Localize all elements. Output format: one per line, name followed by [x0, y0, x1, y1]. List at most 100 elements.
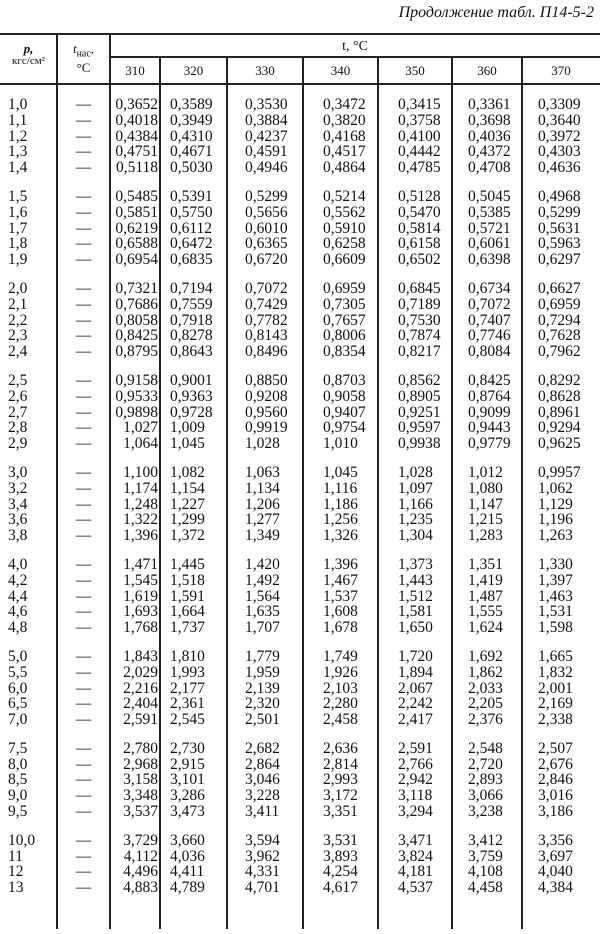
- value-cell: 0,6398: [468, 251, 511, 269]
- value-cell: 1,129: [538, 495, 573, 513]
- tsat-cell: —: [75, 343, 92, 361]
- value-cell: 0,6158: [398, 235, 441, 253]
- value-cell: 0,4372: [468, 143, 511, 161]
- value-cell: 1,810: [170, 647, 205, 665]
- tsat-cell: —: [75, 571, 92, 589]
- value-cell: 1,993: [170, 663, 205, 681]
- table-row: 6,0 — 2,216 2,177 2,139 2,103 2,067 2,033 2,001: [0, 679, 600, 697]
- pressure-cell: 2,6: [8, 387, 28, 405]
- value-cell: 2,682: [245, 739, 280, 757]
- value-cell: 3,471: [398, 831, 433, 849]
- value-cell: 0,9560: [245, 403, 288, 421]
- value-cell: 0,5470: [398, 203, 441, 221]
- value-cell: 3,594: [245, 831, 280, 849]
- value-cell: 1,664: [170, 603, 205, 621]
- value-cell: 2,001: [538, 679, 573, 697]
- value-cell: 0,9779: [468, 435, 511, 453]
- table-row: 1,6 — 0,5851 0,5750 0,5656 0,5562 0,5470 0,5385…: [0, 203, 600, 221]
- value-cell: 4,181: [398, 863, 433, 881]
- pressure-cell: 6,0: [8, 679, 28, 697]
- value-cell: 1,471: [123, 555, 158, 573]
- table-row: 3,8 — 1,396 1,372 1,349 1,326 1,304 1,283 1,263: [0, 528, 600, 544]
- tsat-cell: —: [75, 403, 92, 421]
- value-cell: 1,062: [538, 479, 573, 497]
- value-cell: 0,6835: [170, 251, 213, 269]
- value-cell: 0,8795: [115, 343, 158, 361]
- tsat-cell: —: [75, 755, 92, 773]
- value-cell: 0,6954: [115, 251, 158, 269]
- value-cell: 0,6720: [245, 251, 288, 269]
- tsat-cell: —: [75, 831, 92, 849]
- table-row: 9,0 — 3,348 3,286 3,228 3,172 3,118 3,066 3,016: [0, 788, 600, 804]
- tsat-unit: °C: [76, 59, 91, 75]
- value-cell: 0,9597: [398, 419, 441, 437]
- tsat-cell: —: [75, 279, 92, 297]
- value-cell: 0,8905: [398, 387, 441, 405]
- value-cell: 0,8143: [245, 327, 288, 345]
- value-cell: 2,169: [538, 695, 573, 713]
- tsat-cell: —: [75, 203, 92, 221]
- value-cell: 0,7072: [245, 279, 288, 297]
- tsat-cell: —: [75, 787, 92, 805]
- value-cell: 3,101: [170, 771, 205, 789]
- value-cell: 0,5128: [398, 187, 441, 205]
- value-cell: 4,537: [398, 879, 433, 897]
- tsat-cell: —: [75, 771, 92, 789]
- value-cell: 1,349: [245, 527, 280, 545]
- value-cell: 1,555: [468, 603, 503, 621]
- value-cell: 0,9158: [115, 371, 158, 389]
- value-cell: 0,8703: [323, 371, 366, 389]
- value-cell: 1,445: [170, 555, 205, 573]
- row-group: 3,0 — 1,100 1,082 1,063 1,045 1,028 1,012 0,9957…: [0, 465, 600, 544]
- value-cell: 2,814: [323, 755, 358, 773]
- value-cell: 0,9938: [398, 435, 441, 453]
- value-cell: 0,8354: [323, 343, 366, 361]
- value-cell: 3,824: [398, 847, 433, 865]
- value-cell: 1,283: [468, 527, 503, 545]
- tsat-cell: —: [75, 235, 92, 253]
- value-cell: 0,6297: [538, 251, 581, 269]
- tsat-cell: —: [75, 96, 92, 113]
- value-cell: 1,832: [538, 663, 573, 681]
- pressure-symbol: p,: [23, 41, 34, 56]
- value-cell: 0,7686: [115, 295, 158, 313]
- value-cell: 0,7746: [468, 327, 511, 345]
- row-group: 2,0 — 0,7321 0,7194 0,7072 0,6959 0,6845 0,6734…: [0, 281, 600, 360]
- tsat-cell: —: [75, 327, 92, 345]
- value-cell: 1,330: [538, 555, 573, 573]
- table-row: 1,4 — 0,5118 0,5030 0,4946 0,4864 0,4785 0,4708…: [0, 160, 600, 176]
- value-cell: 0,3415: [398, 96, 441, 113]
- value-cell: 0,4310: [170, 127, 213, 145]
- value-cell: 1,304: [398, 527, 433, 545]
- value-cell: 1,134: [245, 479, 280, 497]
- pressure-cell: 1,4: [8, 159, 28, 177]
- value-cell: 0,5030: [170, 159, 213, 177]
- table-row: 5,5 — 2,029 1,993 1,959 1,926 1,894 1,862 1,832: [0, 663, 600, 681]
- value-cell: 1,215: [468, 511, 503, 529]
- tsat-cell: —: [75, 127, 92, 145]
- value-cell: 2,458: [323, 711, 358, 729]
- table-row: 2,8 — 1,027 1,009 0,9919 0,9754 0,9597 0,9443 0,…: [0, 420, 600, 436]
- value-cell: 0,3652: [115, 96, 158, 113]
- value-cell: 0,7657: [323, 311, 366, 329]
- value-cell: 0,3309: [538, 96, 581, 113]
- tsat-cell: —: [75, 187, 92, 205]
- table-row: 6,5 — 2,404 2,361 2,320 2,280 2,242 2,205 2,169: [0, 696, 600, 712]
- pressure-cell: 3,4: [8, 495, 28, 513]
- value-cell: 0,3884: [245, 111, 288, 129]
- table-row: 1,3 — 0,4751 0,4671 0,4591 0,4517 0,4442 0,4372…: [0, 144, 600, 160]
- value-cell: 0,5385: [468, 203, 511, 221]
- value-cell: 3,238: [468, 803, 503, 821]
- value-cell: 0,4384: [115, 127, 158, 145]
- value-cell: 0,3758: [398, 111, 441, 129]
- value-cell: 1,463: [538, 587, 573, 605]
- value-cell: 4,108: [468, 863, 503, 881]
- value-cell: 0,9208: [245, 387, 288, 405]
- value-cell: 2,242: [398, 695, 433, 713]
- value-cell: 4,496: [123, 863, 158, 881]
- pressure-cell: 2,1: [8, 295, 28, 313]
- value-cell: 3,893: [323, 847, 358, 865]
- tsat-subscript: нас: [76, 48, 91, 60]
- value-cell: 0,5299: [245, 187, 288, 205]
- value-cell: 3,531: [323, 831, 358, 849]
